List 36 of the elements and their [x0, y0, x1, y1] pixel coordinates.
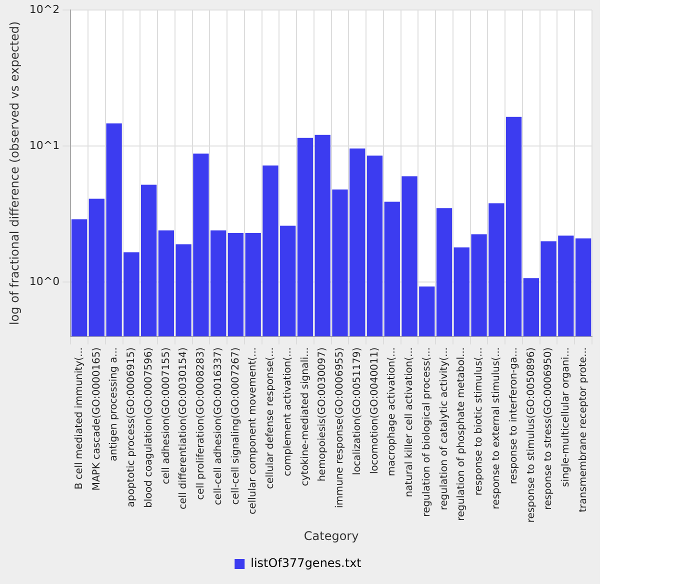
x-tick-label: regulation of catalytic activity(... — [438, 347, 450, 510]
x-tick-label: cellular defense response(... — [265, 347, 276, 489]
x-tick-label: localization(GO:0051179) — [352, 347, 363, 476]
y-tick-label: 10^1 — [29, 138, 60, 152]
x-tick-label: response to interferon-ga... — [508, 347, 520, 484]
x-tick-label: cytokine-mediated signali... — [300, 347, 311, 486]
legend-label: listOf377genes.txt — [250, 556, 362, 570]
y-tick-label: 10^0 — [29, 275, 60, 288]
x-tick-label: regulation of biological process(... — [421, 347, 432, 517]
x-tick-label: MAPK cascade(GO:0000165) — [91, 347, 102, 491]
x-tick-label: cell-cell signaling(GO:0007267) — [230, 347, 242, 505]
x-tick-label: immune response(GO:0006955) — [334, 347, 346, 508]
x-tick-label: cell-cell adhesion(GO:0016337) — [212, 347, 224, 506]
x-tick-label: cell adhesion(GO:0007155) — [160, 347, 172, 484]
x-tick-label: cell differentiation(GO:0030154) — [178, 347, 190, 510]
x-tick-label: transmembrane receptor prote... — [578, 347, 589, 512]
x-tick-label: complement activation(... — [282, 347, 294, 476]
x-tick-label: B cell mediated immunity(... — [74, 347, 85, 490]
x-tick-label: response to biotic stimulus(... — [474, 347, 485, 496]
x-tick-label: blood coagulation(GO:0007596) — [143, 347, 154, 508]
x-tick-label: cellular component movement(... — [248, 347, 259, 514]
x-tick-label: response to stress(GO:0006950) — [543, 347, 554, 510]
x-tick-label: macrophage activation(... — [386, 347, 398, 476]
x-tick-label: apoptotic process(GO:0006915) — [126, 347, 138, 508]
x-tick-label: natural killer cell activation(... — [404, 347, 416, 498]
y-axis-title: log of fractional difference (observed vs expected) — [7, 21, 22, 326]
x-tick-label: regulation of phosphate metabol... — [456, 347, 468, 521]
x-tick-label: locomotion(GO:0040011) — [369, 347, 380, 474]
y-tick-label: 10^2 — [29, 2, 60, 16]
x-axis-title: Category — [304, 528, 359, 543]
x-tick-label: cell proliferation(GO:0008283) — [196, 347, 207, 500]
x-tick-label: response to stimulus(GO:0050896) — [526, 347, 537, 523]
x-tick-label: response to external stimulus(... — [491, 347, 502, 510]
x-tick-label: antigen processing a... — [108, 347, 120, 462]
x-tick-label: single-multicellular organi... — [560, 347, 572, 488]
x-tick-label: hemopoiesis(GO:0030097) — [317, 347, 328, 482]
